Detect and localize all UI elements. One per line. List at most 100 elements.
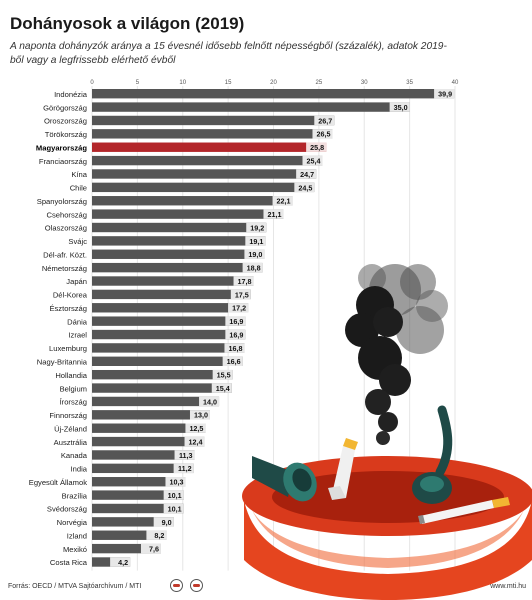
chart-title: Dohányosok a világon (2019) (10, 14, 245, 33)
value-label: 13,0 (194, 411, 208, 420)
value-label-background (184, 436, 205, 447)
category-label: Finnország (49, 411, 87, 420)
bar (92, 530, 167, 540)
x-tick-label: 5 (136, 80, 140, 86)
category-label: Németország (42, 264, 87, 273)
category-label: Dánia (67, 317, 88, 326)
bar (92, 289, 251, 300)
bar (92, 169, 317, 179)
cigarette-upright-icon (328, 438, 358, 500)
value-label-background (242, 262, 263, 273)
bars: 39,9 35,0 26,7 26,5 25,8 25,4 24,7 24,5 22,1 21,1… (92, 89, 455, 567)
bar (92, 209, 284, 219)
category-label: Izrael (68, 331, 87, 340)
value-label-background (302, 155, 323, 166)
bar (92, 115, 335, 126)
category-label: Costa Rica (50, 558, 88, 567)
value-label-background (110, 557, 131, 567)
value-label-background (225, 329, 246, 340)
value-label: 19,1 (249, 237, 263, 246)
value-label: 15,4 (216, 384, 230, 393)
bar (92, 182, 315, 193)
x-tick-label: 30 (361, 80, 368, 86)
value-label-background (222, 356, 243, 366)
bar (92, 249, 265, 259)
category-label: Brazília (62, 491, 88, 500)
value-label: 19,2 (250, 223, 264, 232)
value-label-background (140, 543, 161, 554)
value-label-background (296, 169, 317, 179)
category-label: India (71, 465, 88, 474)
value-label-background (189, 410, 210, 420)
value-label: 19,0 (248, 250, 262, 259)
value-label: 11,2 (178, 464, 192, 473)
value-label: 24,5 (298, 183, 312, 192)
bar (92, 129, 333, 139)
category-label: Indonézia (54, 90, 88, 99)
category-label: Hollandia (55, 371, 87, 380)
value-label: 21,1 (267, 210, 281, 219)
value-label-background (174, 450, 195, 460)
value-label-background (225, 316, 246, 326)
website-text: www.mti.hu (490, 583, 526, 590)
bar (92, 222, 267, 233)
bar (92, 396, 220, 407)
bar (92, 463, 194, 474)
value-label-background (294, 182, 315, 193)
value-label-background (272, 196, 293, 206)
value-label-background (230, 289, 251, 300)
value-label: 26,7 (318, 116, 332, 125)
value-label: 10,3 (169, 478, 183, 487)
value-label: 12,4 (189, 437, 203, 446)
category-label: Dél-Korea (53, 291, 88, 300)
value-label: 10,1 (168, 491, 182, 500)
cigarette-lying-icon (418, 497, 510, 524)
ashtray-smoke-illustration (242, 264, 532, 600)
bar (92, 356, 243, 366)
bar (92, 89, 455, 99)
bar (92, 329, 246, 340)
bar (92, 236, 266, 246)
bar (92, 369, 233, 380)
category-label: Csehország (46, 210, 87, 219)
x-tick-label: 35 (406, 80, 413, 86)
category-label: Japán (66, 277, 87, 286)
category-label: Norvégia (57, 518, 88, 527)
category-label: Izland (67, 531, 87, 540)
bar (92, 543, 161, 554)
value-label: 16,9 (229, 330, 243, 339)
x-axis-ticks: 0 5 10 15 20 25 30 35 40 (90, 80, 459, 86)
value-label-background (211, 383, 232, 393)
value-label-background (146, 530, 167, 540)
value-label-background (246, 222, 267, 233)
category-label: Dél-afr. Közt. (43, 250, 87, 259)
value-label: 10,1 (168, 504, 182, 513)
value-label: 8,2 (154, 531, 164, 540)
category-label: Belgium (60, 384, 87, 393)
value-label: 7,6 (149, 545, 159, 554)
value-label: 11,3 (179, 451, 193, 460)
value-label: 25,8 (310, 143, 324, 152)
category-label: Ausztrália (54, 438, 88, 447)
value-label-background (233, 276, 254, 286)
category-label: Görögország (43, 103, 87, 112)
value-label: 12,5 (189, 424, 203, 433)
bar (92, 303, 249, 313)
x-tick-label: 15 (225, 80, 232, 86)
bar (92, 477, 186, 487)
value-label-background (212, 369, 233, 380)
value-label-background (244, 249, 265, 259)
x-tick-label: 40 (452, 80, 459, 86)
bar (92, 343, 245, 353)
mtva-logo-icon (170, 579, 183, 592)
value-label-background (245, 236, 266, 246)
value-label: 14,0 (203, 397, 217, 406)
value-label: 4,2 (118, 558, 128, 567)
value-label: 18,8 (247, 264, 261, 273)
category-label: Mexikó (63, 545, 87, 554)
bar (92, 503, 184, 514)
category-labels: Indonézia Görögország Oroszország Törökorsz… (29, 90, 88, 567)
category-label: Spanyolország (37, 197, 87, 206)
value-label: 15,5 (217, 371, 231, 380)
